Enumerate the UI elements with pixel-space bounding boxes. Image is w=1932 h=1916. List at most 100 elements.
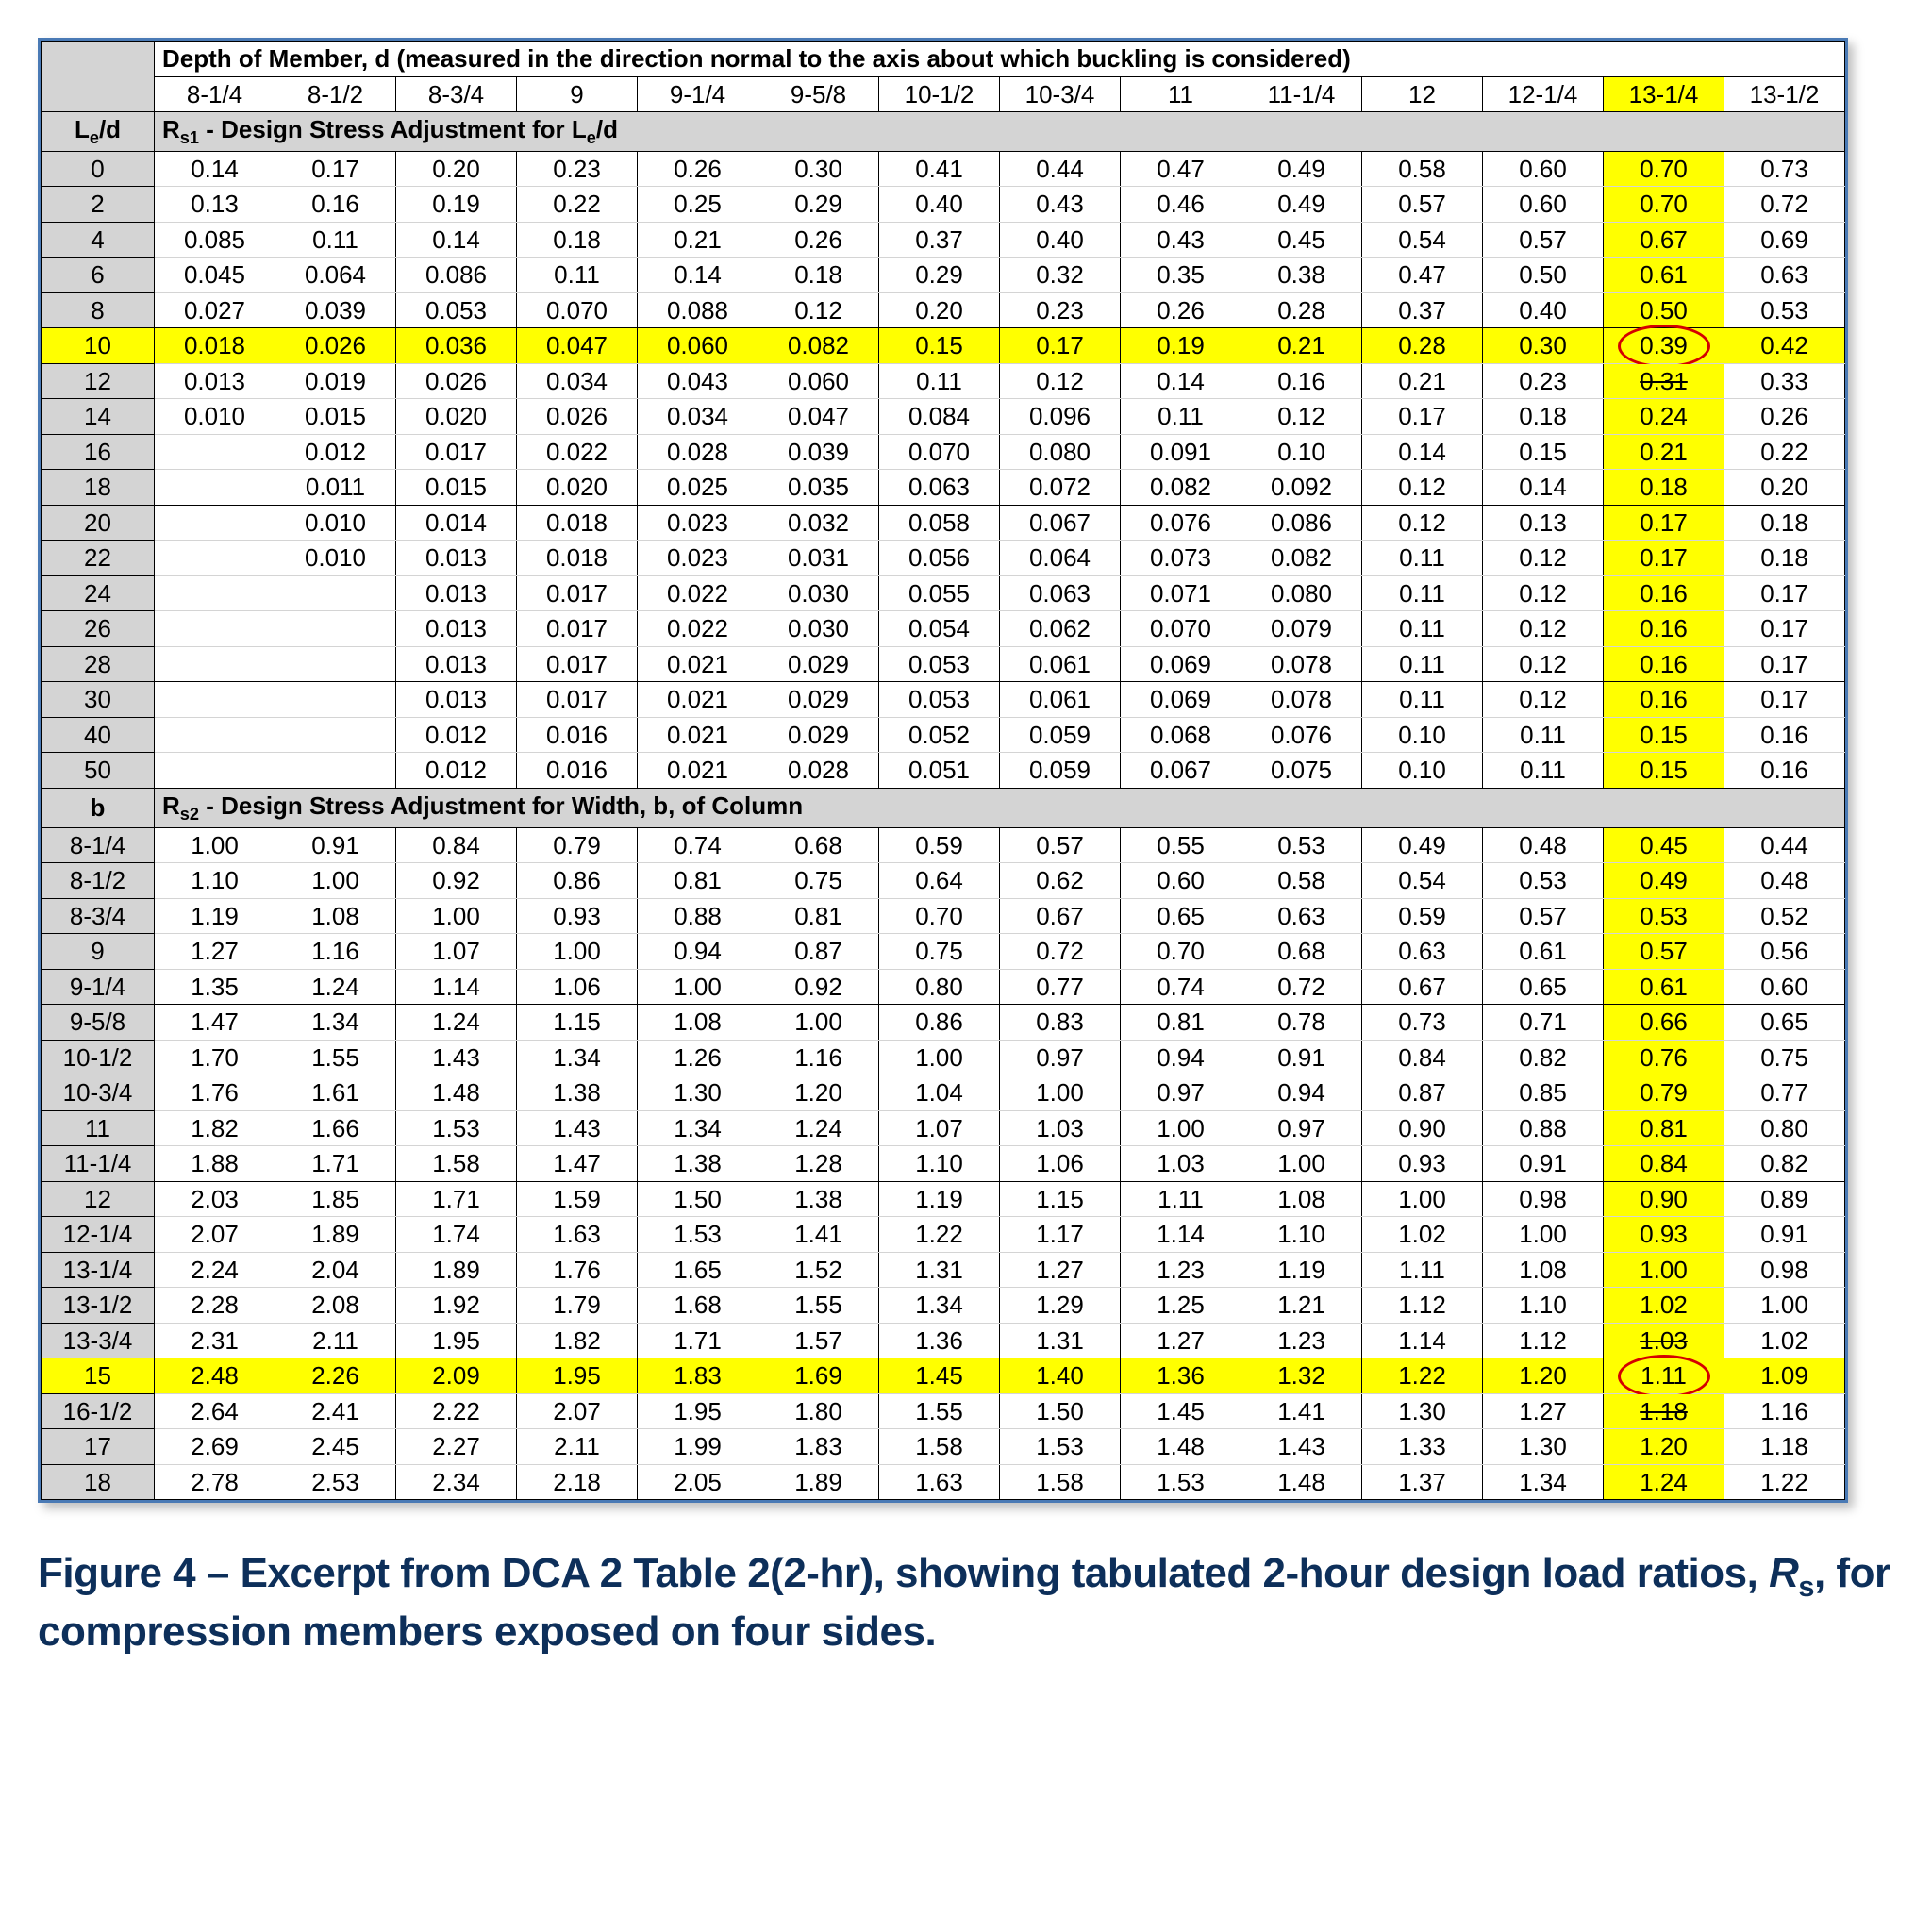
data-cell: 1.53 <box>1121 1464 1241 1500</box>
data-cell: 0.59 <box>1362 898 1483 934</box>
data-cell: 1.55 <box>275 1040 396 1075</box>
data-cell: 0.010 <box>275 505 396 541</box>
data-cell: 0.12 <box>1483 611 1604 647</box>
data-cell: 0.17 <box>1362 399 1483 435</box>
data-cell: 1.10 <box>155 863 275 899</box>
data-cell: 1.31 <box>879 1252 1000 1288</box>
data-cell: 0.11 <box>1362 682 1483 718</box>
data-cell: 1.27 <box>1483 1393 1604 1429</box>
data-cell: 0.63 <box>1724 258 1845 293</box>
data-cell: 0.75 <box>1724 1040 1845 1075</box>
data-cell: 1.11 <box>1121 1181 1241 1217</box>
data-cell: 0.080 <box>1241 575 1362 611</box>
data-cell: 1.28 <box>758 1146 879 1182</box>
data-cell: 0.32 <box>1000 258 1121 293</box>
data-cell: 0.53 <box>1724 292 1845 328</box>
data-cell: 1.24 <box>758 1110 879 1146</box>
row-key: 8-1/4 <box>42 827 155 863</box>
data-cell: 0.052 <box>879 717 1000 753</box>
data-cell: 0.047 <box>758 399 879 435</box>
data-cell: 2.24 <box>155 1252 275 1288</box>
data-cell: 0.056 <box>879 541 1000 576</box>
caption-prefix: Figure 4 – Excerpt from DCA 2 Table 2(2-… <box>38 1550 1769 1596</box>
data-cell <box>275 717 396 753</box>
data-cell: 1.58 <box>396 1146 517 1182</box>
data-cell: 0.48 <box>1483 827 1604 863</box>
data-cell <box>275 682 396 718</box>
data-cell: 1.00 <box>517 934 638 970</box>
data-cell: 0.94 <box>638 934 758 970</box>
data-cell: 0.49 <box>1604 863 1724 899</box>
data-cell <box>155 611 275 647</box>
table-row: 111.821.661.531.431.341.241.071.031.000.… <box>42 1110 1845 1146</box>
data-cell: 2.27 <box>396 1429 517 1465</box>
data-cell: 0.42 <box>1724 328 1845 364</box>
data-cell: 0.17 <box>1000 328 1121 364</box>
data-cell: 1.03 <box>1604 1323 1724 1358</box>
data-cell: 0.17 <box>275 151 396 187</box>
data-cell: 1.53 <box>1000 1429 1121 1465</box>
data-cell: 0.58 <box>1241 863 1362 899</box>
data-cell: 1.30 <box>1483 1429 1604 1465</box>
data-cell: 0.79 <box>1604 1075 1724 1111</box>
col-header: 12 <box>1362 76 1483 112</box>
data-cell: 1.82 <box>517 1323 638 1358</box>
table-row: 240.0130.0170.0220.0300.0550.0630.0710.0… <box>42 575 1845 611</box>
data-cell: 0.12 <box>758 292 879 328</box>
data-cell: 1.03 <box>1000 1110 1121 1146</box>
data-cell: 1.40 <box>1000 1358 1121 1394</box>
data-cell: 1.00 <box>1604 1252 1724 1288</box>
data-cell: 1.27 <box>1000 1252 1121 1288</box>
data-cell: 0.63 <box>1362 934 1483 970</box>
data-cell: 1.36 <box>879 1323 1000 1358</box>
data-cell: 0.18 <box>1483 399 1604 435</box>
data-cell: 2.07 <box>517 1393 638 1429</box>
corner-cell <box>42 42 155 112</box>
data-cell: 1.00 <box>1121 1110 1241 1146</box>
data-cell: 0.10 <box>1362 717 1483 753</box>
data-cell: 0.036 <box>396 328 517 364</box>
data-cell: 1.27 <box>155 934 275 970</box>
row-key: 28 <box>42 646 155 682</box>
data-cell: 0.23 <box>1000 292 1121 328</box>
data-cell: 0.17 <box>1724 646 1845 682</box>
data-cell: 0.21 <box>1241 328 1362 364</box>
row-key: 14 <box>42 399 155 435</box>
data-cell: 0.023 <box>638 505 758 541</box>
data-cell: 0.70 <box>879 898 1000 934</box>
data-cell: 2.09 <box>396 1358 517 1394</box>
data-cell: 0.79 <box>517 827 638 863</box>
data-cell: 1.30 <box>638 1075 758 1111</box>
data-cell: 1.43 <box>1241 1429 1362 1465</box>
data-cell: 0.75 <box>879 934 1000 970</box>
data-cell: 1.65 <box>638 1252 758 1288</box>
data-cell: 0.034 <box>638 399 758 435</box>
table-row: 500.0120.0160.0210.0280.0510.0590.0670.0… <box>42 753 1845 789</box>
data-cell: 0.062 <box>1000 611 1121 647</box>
data-cell: 0.12 <box>1483 541 1604 576</box>
row-key: 16 <box>42 434 155 470</box>
caption-symbol: R <box>1769 1550 1798 1596</box>
data-cell: 0.018 <box>517 505 638 541</box>
table-row: 182.782.532.342.182.051.891.631.581.531.… <box>42 1464 1845 1500</box>
data-cell: 0.029 <box>758 717 879 753</box>
data-cell: 1.55 <box>879 1393 1000 1429</box>
data-cell: 0.41 <box>879 151 1000 187</box>
data-cell: 0.64 <box>879 863 1000 899</box>
data-cell: 0.15 <box>1604 753 1724 789</box>
data-cell: 0.53 <box>1483 863 1604 899</box>
data-cell: 0.43 <box>1121 222 1241 258</box>
data-cell: 1.95 <box>396 1323 517 1358</box>
data-cell: 0.28 <box>1241 292 1362 328</box>
data-cell <box>155 505 275 541</box>
data-cell: 0.061 <box>1000 646 1121 682</box>
data-cell: 0.086 <box>396 258 517 293</box>
data-cell: 1.00 <box>1483 1217 1604 1253</box>
design-stress-table: Depth of Member, d (measured in the dire… <box>41 41 1845 1500</box>
data-cell: 0.94 <box>1121 1040 1241 1075</box>
data-cell: 0.010 <box>155 399 275 435</box>
table-row: 280.0130.0170.0210.0290.0530.0610.0690.0… <box>42 646 1845 682</box>
data-cell: 1.48 <box>1121 1429 1241 1465</box>
data-cell: 0.80 <box>879 969 1000 1005</box>
row-key: 10-1/2 <box>42 1040 155 1075</box>
